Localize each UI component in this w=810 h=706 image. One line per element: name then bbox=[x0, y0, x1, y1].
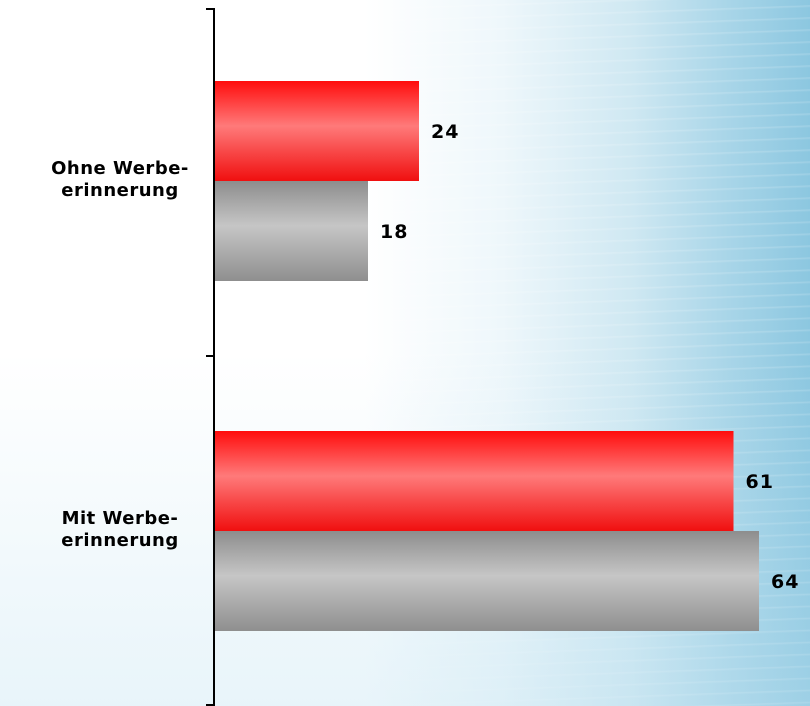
category-label: erinnerung bbox=[61, 180, 178, 201]
category-label: Mit Werbe- bbox=[62, 508, 179, 529]
category-label: erinnerung bbox=[61, 530, 178, 551]
bar bbox=[215, 81, 419, 181]
bar-value-label: 24 bbox=[431, 121, 459, 143]
bar bbox=[215, 531, 759, 631]
bar-value-label: 18 bbox=[380, 221, 408, 243]
bar bbox=[215, 181, 368, 281]
bar bbox=[215, 431, 734, 531]
category-label: Ohne Werbe- bbox=[51, 158, 189, 179]
bar-value-label: 61 bbox=[746, 471, 774, 493]
bar-value-label: 64 bbox=[771, 571, 799, 593]
